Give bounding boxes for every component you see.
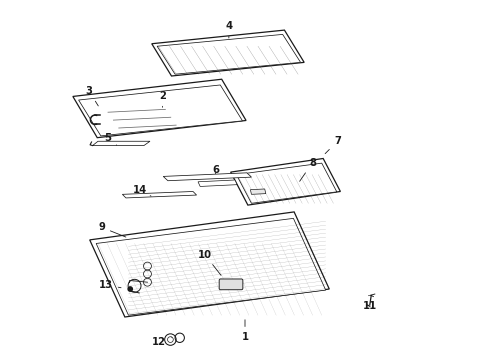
Polygon shape — [78, 85, 243, 136]
Polygon shape — [90, 212, 329, 317]
Text: 1: 1 — [242, 320, 248, 342]
Text: 10: 10 — [198, 249, 221, 275]
FancyBboxPatch shape — [219, 279, 243, 290]
Polygon shape — [250, 189, 266, 194]
Text: 2: 2 — [159, 91, 166, 107]
Text: 9: 9 — [98, 222, 126, 237]
Text: 12: 12 — [152, 337, 172, 347]
Polygon shape — [93, 141, 150, 145]
Polygon shape — [163, 173, 251, 181]
Text: 11: 11 — [363, 296, 377, 311]
Polygon shape — [157, 35, 300, 74]
Polygon shape — [198, 180, 237, 186]
Text: 13: 13 — [99, 280, 121, 290]
Text: 6: 6 — [212, 165, 219, 175]
Polygon shape — [122, 192, 196, 198]
Polygon shape — [96, 219, 326, 315]
Text: 7: 7 — [325, 136, 341, 154]
Text: 3: 3 — [86, 86, 98, 106]
Text: 8: 8 — [300, 158, 316, 181]
Polygon shape — [152, 30, 304, 76]
Text: 4: 4 — [225, 21, 232, 38]
Circle shape — [128, 287, 132, 291]
Polygon shape — [73, 79, 246, 138]
Polygon shape — [236, 163, 337, 203]
Text: 5: 5 — [104, 133, 117, 145]
Polygon shape — [231, 158, 341, 205]
Text: 14: 14 — [133, 185, 151, 196]
